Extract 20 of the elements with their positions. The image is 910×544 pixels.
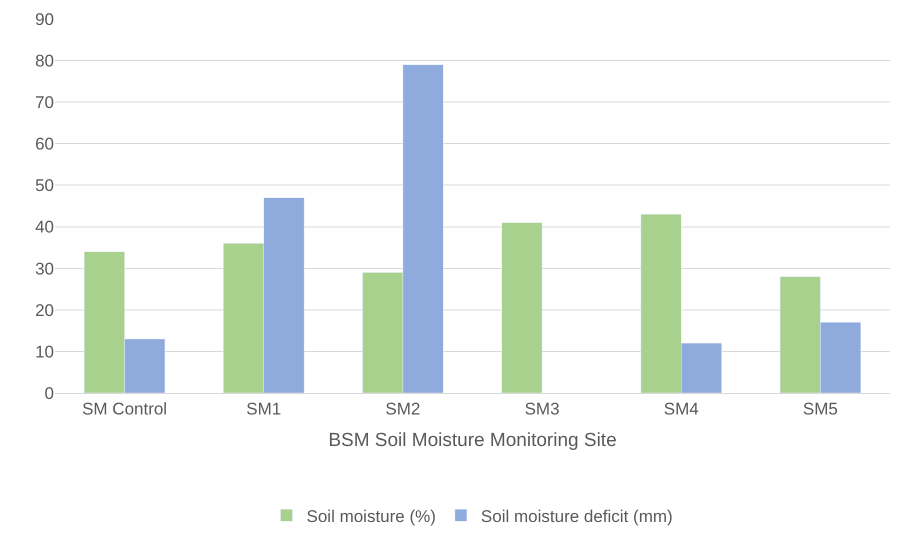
y-tick-label: 30 — [35, 259, 54, 278]
y-tick-label: 80 — [35, 52, 54, 71]
y-tick-label: 20 — [35, 300, 54, 320]
y-tick-label: 70 — [35, 93, 54, 112]
legend-label: Soil moisture deficit (mm) — [480, 506, 673, 526]
x-tick-label: SM Control — [82, 399, 168, 418]
x-axis-title: BSM Soil Moisture Monitoring Site — [328, 430, 617, 452]
y-tick-label: 60 — [35, 134, 54, 154]
x-tick-label: SM5 — [802, 399, 838, 418]
x-tick-label: SM3 — [524, 399, 560, 418]
x-tick-label: SM1 — [246, 399, 282, 418]
y-tick-label: 10 — [35, 342, 54, 362]
y-tick-label: 50 — [35, 176, 54, 196]
y-tick-label: 40 — [35, 218, 54, 237]
legend-label: Soil moisture (%) — [306, 506, 436, 526]
x-tick-label: SM4 — [664, 399, 699, 418]
bar — [501, 222, 542, 393]
x-tick-label: SM2 — [385, 399, 420, 418]
y-tick-label: 90 — [35, 10, 54, 29]
y-tick-label: 0 — [44, 384, 54, 403]
